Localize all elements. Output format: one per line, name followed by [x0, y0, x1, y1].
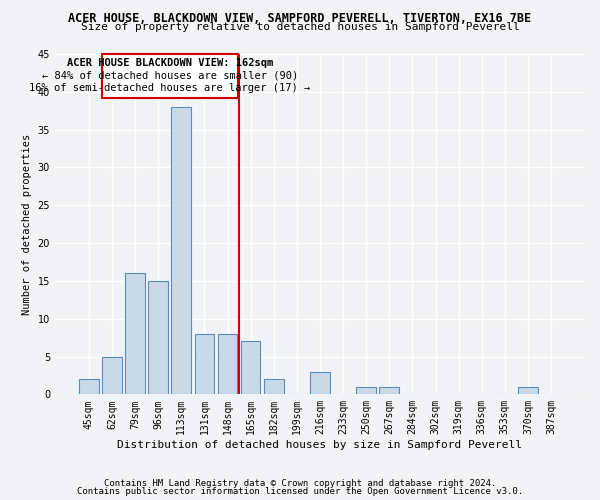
FancyBboxPatch shape: [101, 54, 238, 98]
Bar: [310, 372, 330, 394]
Bar: [356, 387, 376, 394]
Y-axis label: Number of detached properties: Number of detached properties: [22, 134, 32, 315]
Bar: [102, 356, 122, 395]
Bar: [218, 334, 238, 394]
X-axis label: Distribution of detached houses by size in Sampford Peverell: Distribution of detached houses by size …: [118, 440, 523, 450]
Bar: [79, 379, 98, 394]
Text: 16% of semi-detached houses are larger (17) →: 16% of semi-detached houses are larger (…: [29, 84, 310, 94]
Text: ACER HOUSE BLACKDOWN VIEW: 162sqm: ACER HOUSE BLACKDOWN VIEW: 162sqm: [67, 58, 273, 68]
Text: ACER HOUSE, BLACKDOWN VIEW, SAMPFORD PEVERELL, TIVERTON, EX16 7BE: ACER HOUSE, BLACKDOWN VIEW, SAMPFORD PEV…: [68, 12, 532, 26]
Bar: [172, 107, 191, 395]
Bar: [148, 281, 168, 394]
Text: Contains HM Land Registry data © Crown copyright and database right 2024.: Contains HM Land Registry data © Crown c…: [104, 478, 496, 488]
Bar: [379, 387, 399, 394]
Bar: [241, 342, 260, 394]
Bar: [518, 387, 538, 394]
Bar: [264, 379, 284, 394]
Bar: [125, 274, 145, 394]
Text: Size of property relative to detached houses in Sampford Peverell: Size of property relative to detached ho…: [80, 22, 520, 32]
Text: Contains public sector information licensed under the Open Government Licence v3: Contains public sector information licen…: [77, 487, 523, 496]
Bar: [194, 334, 214, 394]
Text: ← 84% of detached houses are smaller (90): ← 84% of detached houses are smaller (90…: [41, 70, 298, 81]
